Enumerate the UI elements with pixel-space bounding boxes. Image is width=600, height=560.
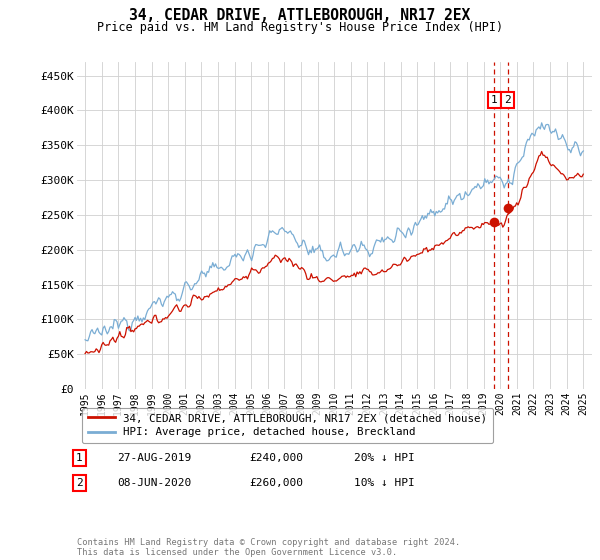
Text: 10% ↓ HPI: 10% ↓ HPI	[354, 478, 415, 488]
Text: 27-AUG-2019: 27-AUG-2019	[117, 453, 191, 463]
Text: 20% ↓ HPI: 20% ↓ HPI	[354, 453, 415, 463]
Text: 1: 1	[491, 95, 498, 105]
Text: 34, CEDAR DRIVE, ATTLEBOROUGH, NR17 2EX: 34, CEDAR DRIVE, ATTLEBOROUGH, NR17 2EX	[130, 8, 470, 24]
Legend: 34, CEDAR DRIVE, ATTLEBOROUGH, NR17 2EX (detached house), HPI: Average price, de: 34, CEDAR DRIVE, ATTLEBOROUGH, NR17 2EX …	[82, 408, 493, 443]
Text: £240,000: £240,000	[249, 453, 303, 463]
Text: Price paid vs. HM Land Registry's House Price Index (HPI): Price paid vs. HM Land Registry's House …	[97, 21, 503, 34]
Text: 2: 2	[504, 95, 511, 105]
Text: £260,000: £260,000	[249, 478, 303, 488]
Text: 1: 1	[76, 453, 83, 463]
Text: Contains HM Land Registry data © Crown copyright and database right 2024.
This d: Contains HM Land Registry data © Crown c…	[77, 538, 460, 557]
Text: 2: 2	[76, 478, 83, 488]
Text: 08-JUN-2020: 08-JUN-2020	[117, 478, 191, 488]
